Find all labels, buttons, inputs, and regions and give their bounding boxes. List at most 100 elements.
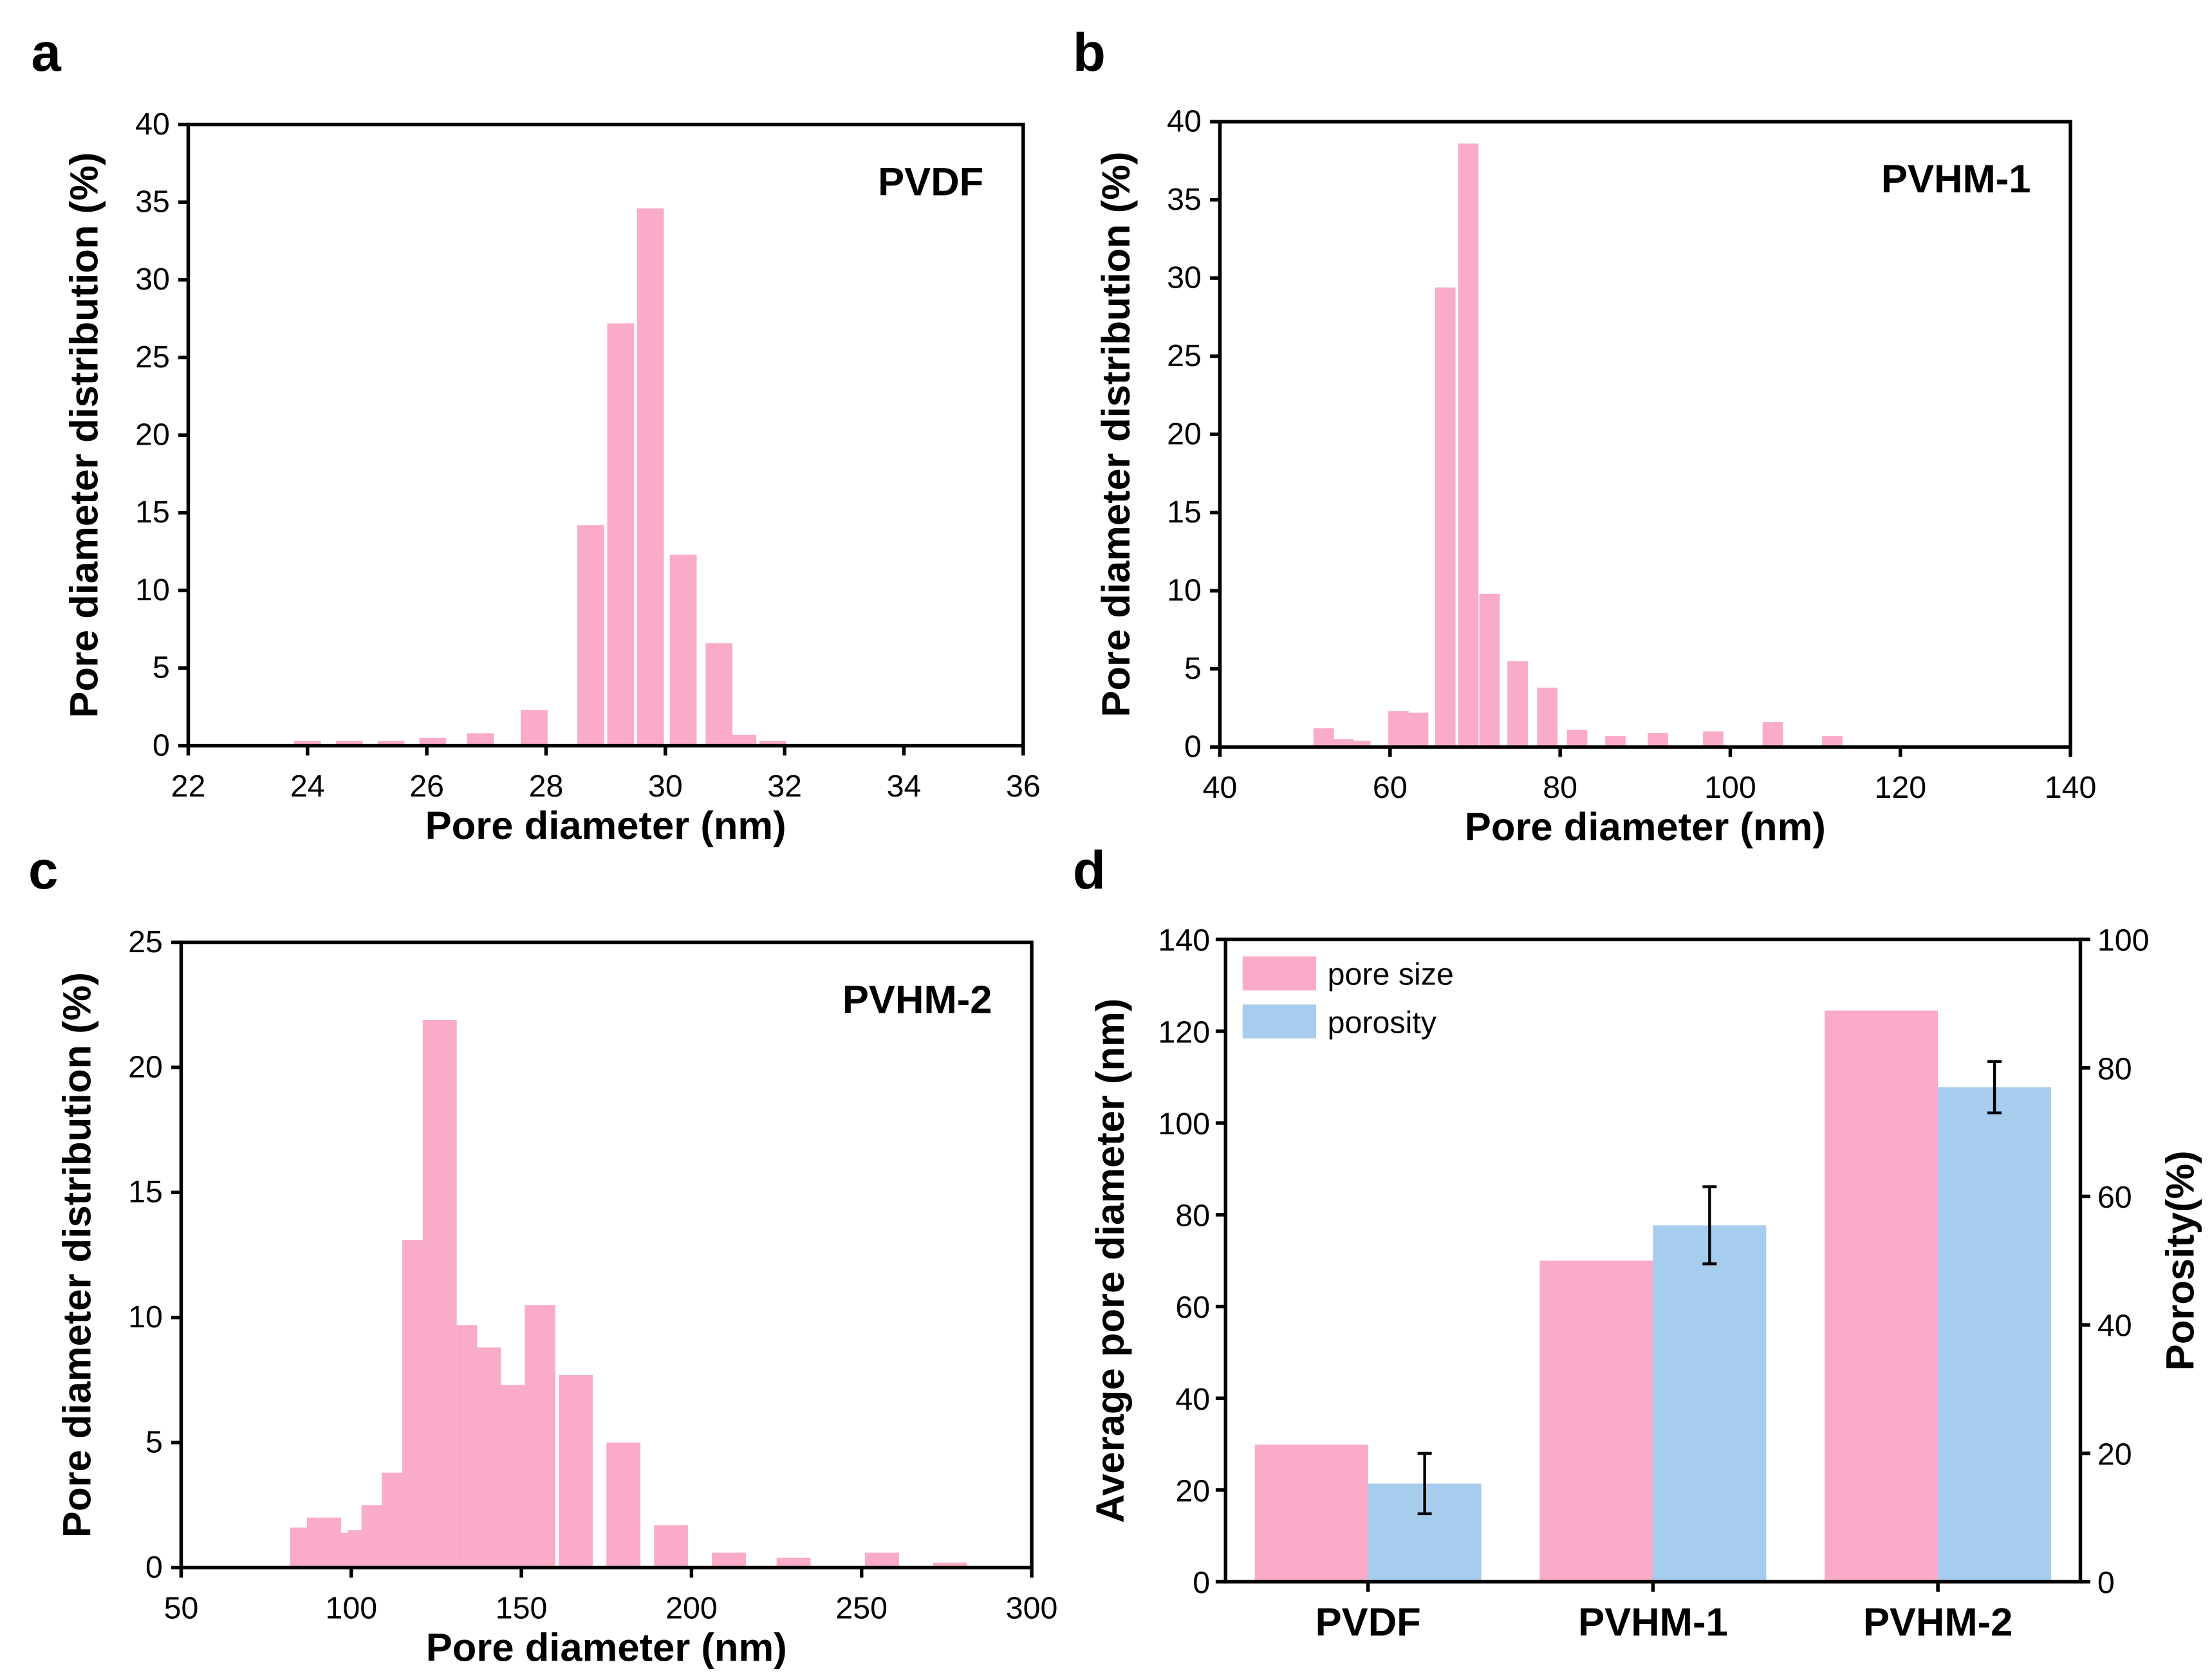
histogram-bar <box>669 555 697 746</box>
x-tick-label: 34 <box>887 769 922 804</box>
x-tick-label: 50 <box>164 1591 199 1626</box>
y-tick-label: 20 <box>1167 416 1202 451</box>
x-tick-label: 140 <box>2045 770 2097 805</box>
y-tick-label: 35 <box>1167 182 1202 217</box>
category-label: PVDF <box>1315 1600 1421 1645</box>
legend-swatch <box>1242 956 1317 991</box>
histogram-bar <box>1507 661 1528 748</box>
y-tick-label: 10 <box>135 573 170 607</box>
histogram-bar <box>559 1375 593 1568</box>
x-axis-label: Pore diameter (nm) <box>426 1626 787 1670</box>
x-tick-label: 36 <box>1006 769 1041 804</box>
histogram-bar <box>456 1325 478 1568</box>
sample-label: PVHM-1 <box>1881 157 2031 201</box>
histogram-bar <box>335 741 363 746</box>
x-axis-label: Pore diameter (nm) <box>425 804 786 848</box>
y-axis-label: Pore diameter distribution (%) <box>55 972 100 1538</box>
y2-tick-label: 0 <box>2097 1565 2115 1600</box>
porosity-bar <box>1653 1225 1767 1582</box>
histogram-bar <box>1458 143 1479 748</box>
y-tick-label: 25 <box>128 925 163 959</box>
histogram-bar <box>729 734 757 746</box>
histogram-bar <box>1435 287 1456 748</box>
plot-frame <box>1218 120 2072 749</box>
y-tick-label: 15 <box>128 1175 163 1210</box>
histogram-bar <box>1703 731 1724 748</box>
histogram-bar <box>865 1553 899 1568</box>
x-tick-label: 30 <box>648 769 683 804</box>
legend-label: porosity <box>1328 1005 1437 1040</box>
panel-a: a 22 24 26 28 30 32 34 36 0 5 10 15 20 25 30 35 40 Pore di… <box>31 22 1040 848</box>
y-tick-label: 30 <box>1167 260 1202 295</box>
histogram-bar <box>759 741 786 746</box>
histogram-bar <box>1537 687 1558 748</box>
panel-letter: a <box>31 22 61 82</box>
y-tick-label: 40 <box>1167 104 1202 139</box>
panel-c: c 50 100 150 200 250 300 0 5 10 15 20 25 Pore diamete… <box>28 840 1057 1670</box>
histogram-bar <box>1313 728 1334 748</box>
y2-tick-label: 60 <box>2097 1180 2132 1215</box>
x-tick-label: 120 <box>1874 770 1926 805</box>
x-tick-label: 32 <box>767 769 802 804</box>
legend-swatch <box>1242 1004 1317 1039</box>
y-tick-label: 20 <box>135 418 170 452</box>
histogram-bar <box>607 323 635 746</box>
y-tick-label: 20 <box>1175 1473 1210 1508</box>
y-axis-label: Pore diameter distribution (%) <box>1094 152 1139 717</box>
histogram-bar <box>422 1020 457 1568</box>
histogram-bar <box>1479 593 1500 748</box>
y-tick-label: 25 <box>1167 338 1202 373</box>
histogram-bar <box>419 737 447 746</box>
histogram-bar <box>1566 730 1588 748</box>
histogram-bar <box>307 1517 341 1568</box>
histogram-bar <box>577 525 604 746</box>
histogram-bar <box>1350 741 1371 748</box>
x-axis-label: Pore diameter (nm) <box>1465 805 1826 849</box>
y-tick-label: 0 <box>145 1550 163 1585</box>
histogram-bar <box>1822 736 1843 748</box>
legend: pore size porosity <box>1242 956 1454 1040</box>
panel-d: d PVDF PVHM-1 PVHM-2 0 20 40 60 80 100 120 140 0 20 40… <box>1073 840 2203 1645</box>
histogram-bar <box>290 1527 308 1568</box>
y-tick-label: 5 <box>145 1424 163 1459</box>
histogram-bar <box>348 1530 362 1568</box>
x-tick-label: 26 <box>409 769 444 804</box>
plot-frame <box>1223 937 2083 1584</box>
x-tick-label: 250 <box>835 1591 888 1626</box>
y-tick-label: 40 <box>1175 1382 1210 1417</box>
y-tick-label: 15 <box>1167 495 1202 530</box>
y-tick-label: 0 <box>1184 729 1202 764</box>
histogram-bar <box>637 208 664 746</box>
y-tick-label: 15 <box>135 495 170 530</box>
panel-b: b 40 60 80 100 120 140 0 5 10 15 20 25 30 35 40 Pore dia… <box>1073 22 2097 849</box>
histogram-bar <box>712 1553 747 1568</box>
panel-letter: d <box>1073 840 1106 900</box>
y-axis-label: Average pore diameter (nm) <box>1088 999 1133 1523</box>
histogram-bar <box>776 1557 811 1568</box>
histogram-bar <box>467 733 494 746</box>
histogram-bar <box>606 1443 641 1568</box>
y-tick-label: 140 <box>1158 923 1210 958</box>
sample-label: PVDF <box>878 160 983 204</box>
histogram-bar <box>377 741 405 746</box>
y-tick-label: 25 <box>135 340 170 374</box>
x-tick-label: 200 <box>665 1591 718 1626</box>
y2-tick-label: 20 <box>2097 1437 2132 1471</box>
histogram-bar <box>521 710 548 746</box>
panel-letter: c <box>28 840 58 900</box>
histogram-bar <box>382 1472 403 1568</box>
histogram-bar <box>1408 712 1429 748</box>
histogram-bar <box>293 741 321 746</box>
x-tick-label: 300 <box>1006 1591 1058 1626</box>
histogram-bar <box>1762 722 1783 748</box>
plot-frame <box>186 122 1025 748</box>
x-tick-label: 28 <box>529 769 564 804</box>
y-tick-label: 5 <box>1184 651 1202 686</box>
x-tick-label: 60 <box>1373 770 1408 805</box>
y-tick-label: 10 <box>128 1300 163 1334</box>
histogram-bar <box>501 1385 525 1568</box>
pore-size-bar <box>1254 1444 1368 1582</box>
histogram-bar <box>361 1505 382 1568</box>
histogram-bar <box>654 1525 689 1568</box>
